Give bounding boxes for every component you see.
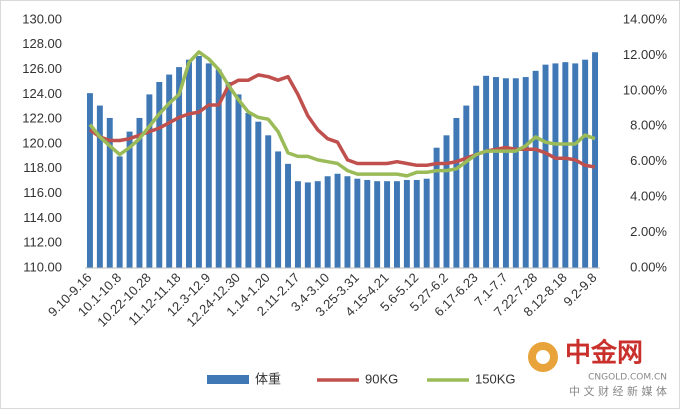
bar: [195, 55, 202, 269]
bar: [433, 147, 440, 268]
legend-label: 体重: [255, 371, 281, 386]
bar: [294, 181, 301, 268]
y-tick-label: 116.00: [23, 185, 62, 200]
y2-tick-label: 10.00%: [623, 82, 668, 97]
bar: [344, 176, 351, 268]
y-tick-label: 130.00: [22, 11, 62, 26]
bar: [116, 156, 123, 268]
legend-swatch: [207, 375, 249, 384]
bar: [473, 85, 480, 268]
y-tick-label: 118.00: [23, 160, 62, 175]
bar: [522, 77, 529, 268]
bar: [324, 176, 331, 268]
bar: [225, 82, 232, 268]
legend-label: 90KG: [365, 371, 398, 386]
y2-tick-label: 14.00%: [623, 11, 668, 26]
bar: [562, 62, 569, 268]
y2-tick-label: 4.00%: [630, 189, 667, 204]
bar: [512, 78, 519, 268]
bar: [166, 74, 173, 268]
bar: [215, 69, 222, 268]
bar: [314, 181, 321, 268]
bar: [334, 173, 341, 268]
bar: [443, 135, 450, 268]
bar: [542, 64, 549, 268]
bar: [235, 94, 242, 269]
bar: [572, 63, 579, 269]
bar: [176, 67, 183, 269]
y2-tick-label: 2.00%: [630, 224, 667, 239]
bar: [354, 178, 361, 268]
bar: [532, 70, 539, 268]
y-tick-label: 114.00: [23, 210, 62, 225]
logo-tagline: 中 文 财 经 新 媒 体: [569, 384, 667, 398]
y2-tick-label: 6.00%: [630, 153, 667, 168]
bar: [265, 135, 272, 268]
bar: [126, 131, 133, 268]
bar: [493, 77, 499, 268]
bar: [304, 182, 311, 268]
bar: [86, 93, 93, 268]
y-tick-label: 128.00: [22, 36, 62, 51]
bar: [364, 179, 371, 268]
y-tick-label: 110.00: [23, 259, 62, 274]
y2-tick-label: 0.00%: [630, 259, 667, 274]
logo-icon-inner: [536, 350, 550, 364]
bar: [502, 78, 509, 268]
bar: [552, 63, 559, 269]
logo-brand: 中金网: [565, 338, 643, 369]
bar: [136, 117, 143, 269]
bar: [453, 117, 460, 269]
y2-tick-label: 8.00%: [630, 118, 667, 133]
bar: [463, 105, 470, 268]
bar: [186, 59, 192, 269]
bar: [394, 181, 400, 268]
bar: [106, 117, 113, 269]
bar: [205, 63, 212, 269]
bar: [374, 181, 381, 268]
bar: [423, 178, 430, 268]
line: [88, 73, 596, 169]
bar: [384, 181, 391, 268]
bar: [413, 179, 420, 268]
line: [88, 50, 596, 178]
logo: 中金网 CNGOLD.COM.CN 中 文 财 经 新 媒 体: [528, 338, 667, 398]
legend-label: 150KG: [475, 371, 515, 386]
bar: [275, 151, 282, 268]
bar: [156, 82, 163, 268]
logo-site: CNGOLD.COM.CN: [588, 373, 667, 383]
bar: [96, 105, 103, 268]
bar: [403, 179, 410, 268]
bar: [592, 52, 599, 268]
bar: [285, 163, 291, 268]
y-tick-label: 120.00: [22, 135, 62, 150]
y-tick-label: 112.00: [23, 235, 62, 250]
y-tick-label: 126.00: [22, 61, 62, 76]
bar: [255, 121, 262, 269]
bar: [245, 113, 252, 268]
y-tick-label: 122.00: [22, 111, 62, 126]
bar: [146, 94, 153, 269]
bar: [483, 75, 490, 268]
y2-tick-label: 12.00%: [623, 47, 668, 62]
y-tick-label: 124.00: [22, 86, 62, 101]
